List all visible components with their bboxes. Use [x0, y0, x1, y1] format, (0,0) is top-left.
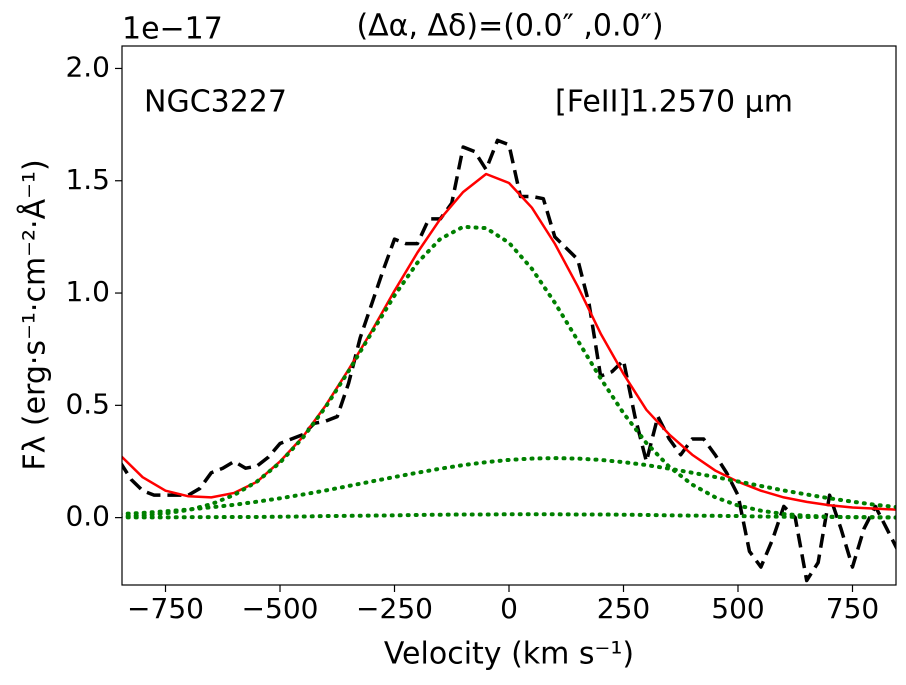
x-tick-label: 250	[597, 592, 650, 625]
offset-text: 1e−17	[122, 12, 223, 47]
x-tick-label: 500	[711, 592, 764, 625]
y-axis-label: Fλ (erg·s⁻¹·cm⁻²·Å⁻¹)	[17, 159, 53, 470]
annotation: NGC3227	[144, 85, 287, 120]
y-tick-label: 2.0	[65, 50, 110, 83]
series-line	[122, 138, 896, 583]
plot-area	[122, 138, 896, 583]
x-tick-label: −500	[242, 592, 319, 625]
series-line	[122, 224, 896, 520]
y-tick-label: 1.0	[65, 275, 110, 308]
x-tick-label: 750	[826, 592, 879, 625]
x-tick-label: −250	[356, 592, 433, 625]
series-line	[122, 512, 896, 520]
x-tick-label: 0	[500, 592, 518, 625]
y-tick-label: 0.0	[65, 500, 110, 533]
y-tick-label: 0.5	[65, 387, 110, 420]
y-tick-label: 1.5	[65, 163, 110, 196]
series-line	[122, 456, 896, 516]
annotation: [FeII]1.2570 μm	[555, 85, 793, 120]
x-axis-label: Velocity (km s⁻¹)	[384, 637, 634, 672]
x-tick-label: −750	[127, 592, 204, 625]
chart-title: (Δα, Δδ)=(0.0″ ,0.0″)	[356, 9, 663, 44]
